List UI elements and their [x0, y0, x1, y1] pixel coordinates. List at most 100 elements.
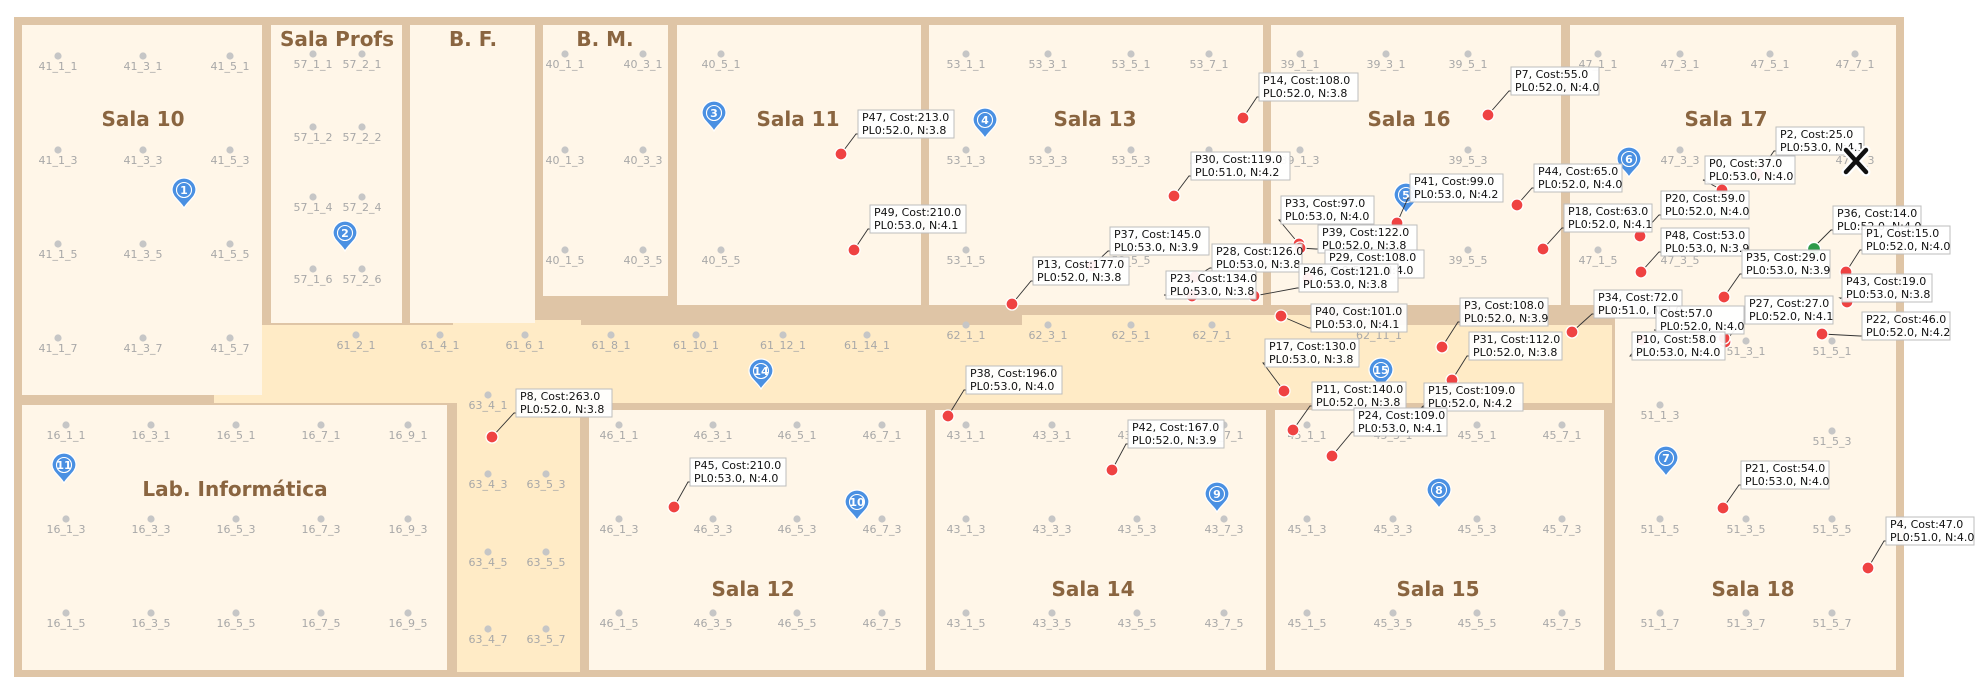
room-label-sala14: Sala 14	[1051, 577, 1134, 601]
grid-point-label: 43_1_1	[947, 429, 986, 442]
measurement-point-dot[interactable]	[1510, 198, 1524, 212]
tooltip-box	[1704, 155, 1796, 185]
measurement-point-dot[interactable]	[1815, 327, 1829, 341]
measurement-point-dot[interactable]	[1716, 501, 1730, 515]
measurement-point-dot[interactable]	[1565, 325, 1579, 339]
close-x-icon[interactable]	[1841, 145, 1871, 177]
room-label-sala12: Sala 12	[711, 577, 794, 601]
grid-point: 63_4_5	[469, 548, 508, 569]
measurement-point-dot[interactable]	[834, 147, 848, 161]
measurement-point-dot[interactable]	[1005, 297, 1019, 311]
grid-point-label: 41_1_1	[39, 60, 78, 73]
tooltip-leader-line	[1242, 96, 1259, 119]
room-label-sala15: Sala 15	[1396, 577, 1479, 601]
tooltip-cost-label: P47, Cost:213.0	[862, 111, 949, 124]
measurement-point-dot[interactable]	[1717, 290, 1731, 304]
grid-point-dot	[1594, 50, 1602, 58]
marker-10[interactable]: 10	[844, 489, 870, 522]
measurement-point-dot[interactable]	[1861, 561, 1875, 575]
measurement-point-dot[interactable]	[1325, 449, 1339, 463]
building-walls	[14, 17, 1904, 677]
marker-14[interactable]: 14	[748, 358, 774, 391]
tooltip-leader-line	[1516, 187, 1534, 206]
grid-point: 16_7_1	[302, 421, 341, 442]
grid-point: 16_5_5	[217, 609, 256, 630]
measurement-point-dot[interactable]	[1236, 111, 1250, 125]
grid-point: 57_1_1	[294, 50, 333, 71]
room-label-bm: B. M.	[576, 27, 633, 51]
marker-11[interactable]: 11	[51, 452, 77, 485]
marker-3[interactable]: 3	[701, 100, 727, 133]
measurement-point-dot[interactable]	[667, 500, 681, 514]
measurement-point-dot[interactable]	[1274, 309, 1288, 323]
marker-2[interactable]: 2	[332, 220, 358, 253]
grid-point-dot	[962, 609, 970, 617]
grid-point-dot	[793, 515, 801, 523]
grid-point-label: 51_5_3	[1813, 435, 1852, 448]
grid-point-label: 41_3_5	[124, 248, 163, 261]
grid-point: 61_4_1	[421, 331, 460, 352]
grid-point: 61_6_1	[506, 331, 545, 352]
grid-point: 51_1_7	[1641, 609, 1680, 630]
marker-number: 3	[710, 107, 718, 120]
grid-point-label: 16_7_3	[302, 523, 341, 536]
tooltip-signal-label: PL0:52.0, N:3.8	[1473, 346, 1557, 359]
grid-point: 46_7_5	[863, 609, 902, 630]
marker-4[interactable]: 4	[972, 107, 998, 140]
measurement-point-dot[interactable]	[485, 430, 499, 444]
grid-point-label: 43_7_3	[1205, 523, 1244, 536]
measurement-point-dot[interactable]	[1286, 423, 1300, 437]
room-label-lab: Lab. Informática	[142, 477, 327, 501]
tooltip-cost-label: P29, Cost:108.0	[1329, 251, 1416, 264]
tooltip-cost-label: P40, Cost:101.0	[1315, 305, 1402, 318]
marker-15[interactable]: 15	[1368, 357, 1394, 390]
grid-point-dot	[962, 146, 970, 154]
grid-point: 40_3_5	[624, 246, 663, 267]
measurement-point-dot[interactable]	[1435, 340, 1449, 354]
tooltip-signal-label: PL0:52.0, N:4.0	[1665, 205, 1749, 218]
grid-point: 46_1_1	[600, 421, 639, 442]
grid-point-dot	[54, 52, 62, 60]
measurement-point-dot[interactable]	[1536, 242, 1550, 256]
marker-1[interactable]: 1	[171, 177, 197, 210]
marker-6[interactable]: 6	[1616, 146, 1642, 179]
measurement-point-dot[interactable]	[1167, 189, 1181, 203]
grid-point-label: 43_3_1	[1033, 429, 1072, 442]
measurement-point-dot[interactable]	[1634, 265, 1648, 279]
grid-point-dot	[1594, 246, 1602, 254]
grid-point-dot	[1303, 515, 1311, 523]
tooltip-box	[869, 204, 967, 234]
grid-point: 61_14_1	[844, 331, 890, 352]
room-label-sala11: Sala 11	[756, 107, 839, 131]
tooltip-leader-line	[1278, 219, 1300, 245]
measurement-point-dot[interactable]	[1481, 108, 1495, 122]
measurement-point-dot[interactable]	[941, 409, 955, 423]
measurement-point-dot[interactable]	[1105, 463, 1119, 477]
tooltip-box	[1409, 173, 1504, 203]
tooltip-box	[1885, 516, 1975, 546]
tooltip-box	[1631, 331, 1726, 361]
marker-8[interactable]: 8	[1426, 477, 1452, 510]
grid-point-dot	[1389, 515, 1397, 523]
marker-9[interactable]: 9	[1204, 481, 1230, 514]
tooltip-box	[1841, 273, 1933, 303]
grid-point-label: 16_1_5	[47, 617, 86, 630]
grid-point-label: 53_3_1	[1029, 58, 1068, 71]
grid-point: 43_3_5	[1033, 609, 1072, 630]
measurement-point-dot[interactable]	[847, 243, 861, 257]
grid-point-dot	[54, 334, 62, 342]
grid-point-dot	[561, 246, 569, 254]
measurement-point-dot[interactable]	[1277, 384, 1291, 398]
marker-7[interactable]: 7	[1653, 445, 1679, 478]
tooltip-cost-label: P30, Cost:119.0	[1195, 153, 1282, 166]
grid-point: 62_5_1	[1112, 321, 1151, 342]
marker-ring	[1657, 449, 1675, 467]
grid-point: 47_5_1	[1751, 50, 1790, 71]
tooltip-cost-label: P28, Cost:126.0	[1216, 245, 1303, 258]
